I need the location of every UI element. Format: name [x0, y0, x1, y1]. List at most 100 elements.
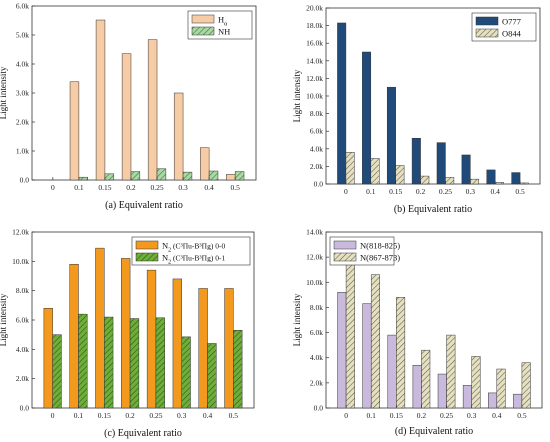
bar-n-818-825--0.25: [437, 373, 447, 409]
x-tick-label: 0.4: [492, 411, 502, 420]
bar-o777-0.2: [411, 137, 421, 185]
y-tick-label: 6.0k: [16, 316, 29, 325]
y-tick-label: 10.0k: [306, 278, 323, 287]
x-tick-label: 0.4: [203, 411, 213, 420]
bar-n-867-873--0.4: [496, 368, 506, 409]
bar-n-818-825--0.15: [387, 334, 397, 409]
x-tick-label: 0.1: [367, 411, 377, 420]
bar-n-867-873--0.2: [421, 349, 431, 409]
bar-h--0.25: [147, 39, 158, 181]
x-tick-label: 0.25: [439, 187, 452, 196]
chart-panel-d: 0.0 2.0k 4.0k 6.0k 8.0k 10.0k 12.0k 14.0k Light …: [292, 228, 543, 437]
x-tick-label: 0: [51, 183, 55, 192]
legend-label: N(818-825): [360, 241, 400, 251]
y-tick-label: 14.0k: [306, 228, 323, 237]
bar-o844-0.2: [420, 175, 430, 185]
x-tick-label: 0: [51, 411, 55, 420]
bar-o777-0.15: [386, 86, 396, 185]
bar-o777-0.3: [461, 154, 471, 185]
bar-nh-0.2: [130, 171, 141, 181]
x-tick-label: 0.3: [178, 183, 188, 192]
bar-o777-0.4: [486, 169, 496, 185]
legend-swatch: [475, 28, 499, 38]
bar-h--0.15: [95, 19, 106, 181]
bar-n-867-873--0.25: [446, 334, 456, 409]
x-tick-label: 0.25: [150, 183, 163, 192]
bar-n-818-825--0.2: [412, 365, 422, 409]
bar-n2-c-u-b-g-0-0-0.25: [146, 269, 157, 409]
legend-swatch: [191, 14, 215, 24]
x-tick-label: 0.3: [177, 411, 187, 420]
legend-label: O844: [502, 29, 522, 39]
legend: N2 (C³Πu-B³Πg) 0-0N2 (C³Πu-B³Πg) 0-1: [131, 236, 251, 266]
x-tick-label: 0.3: [467, 411, 477, 420]
bar-n-818-825--0: [337, 292, 347, 409]
y-tick-label: 8.0k: [16, 286, 29, 295]
y-tick-label: 4.0k: [310, 144, 323, 153]
bar-n-867-873--0.15: [396, 297, 406, 409]
x-tick-label: 0.15: [98, 411, 111, 420]
panel-caption: (b) Equivalent ratio: [394, 204, 472, 215]
y-tick-label: 0.0: [314, 180, 324, 189]
y-tick-label: 10.0k: [12, 257, 29, 266]
bar-h--0.2: [121, 53, 132, 181]
bar-o844-0.5: [519, 182, 529, 185]
legend-swatch: [135, 240, 159, 250]
x-tick-label: 0.3: [466, 187, 476, 196]
panel-caption: (a) Equivalent ratio: [105, 200, 183, 211]
x-tick-label: 0.2: [416, 187, 426, 196]
bar-o844-0.4: [494, 182, 504, 185]
bar-n2-c-u-b-g-0-0-0.2: [121, 258, 131, 409]
legend: O777 O844: [471, 12, 537, 42]
x-tick-label: 0.1: [366, 187, 376, 196]
y-tick-label: 0.0: [314, 404, 324, 413]
bar-o777-0.5: [511, 172, 521, 185]
y-tick-label: 0.0: [20, 176, 30, 185]
bar-o777-0.1: [362, 51, 372, 185]
bar-h--0.4: [200, 147, 210, 181]
y-tick-label: 2.0k: [16, 118, 29, 127]
y-tick-label: 20.0k: [306, 4, 323, 13]
legend-label: O777: [502, 17, 521, 27]
y-tick-label: 0.0: [20, 404, 30, 413]
x-tick-label: 0.5: [517, 411, 527, 420]
bar-o777-0: [337, 22, 347, 185]
x-tick-label: 0: [344, 411, 348, 420]
x-tick-label: 0.1: [74, 183, 84, 192]
plot-frame: [325, 231, 543, 409]
y-tick-label: 4.0k: [16, 345, 29, 354]
x-tick-label: 0.1: [74, 411, 84, 420]
y-tick-label: 18.0k: [306, 21, 323, 30]
x-tick-label: 0.15: [390, 411, 403, 420]
bar-n2-c-u-b-g-0-1-0.2: [129, 318, 140, 409]
bar-n-818-825--0.5: [513, 393, 523, 409]
x-tick-label: 0.25: [149, 411, 162, 420]
legend: N(818-825) N(867-873): [329, 236, 400, 266]
y-tick-label: 6.0k: [16, 2, 29, 11]
legend-swatch: [333, 240, 357, 250]
bar-n2-c-u-b-g-0-1-0.15: [104, 316, 114, 409]
y-tick-label: 12.0k: [306, 253, 323, 262]
x-tick-label: 0.4: [204, 183, 214, 192]
y-tick-label: 16.0k: [306, 39, 323, 48]
bar-n-818-825--0.3: [462, 385, 472, 409]
bar-n2-c-u-b-g-0-0-0.3: [172, 278, 182, 409]
y-tick-label: 3.0k: [16, 89, 29, 98]
bar-n2-c-u-b-g-0-1-0: [52, 334, 62, 409]
bar-n-867-873--0: [345, 249, 355, 409]
bar-n2-c-u-b-g-0-0-0.4: [198, 288, 208, 409]
y-tick-label: 8.0k: [310, 303, 323, 312]
legend-label: N(867-873): [360, 253, 400, 263]
bar-n2-c-u-b-g-0-0-0.15: [95, 247, 105, 409]
x-tick-label: 0.25: [440, 411, 453, 420]
bar-n2-c-u-b-g-0-1-0.1: [78, 313, 88, 409]
y-tick-label: 5.0k: [16, 31, 29, 40]
x-tick-label: 0.4: [491, 187, 501, 196]
legend-swatch: [475, 16, 499, 26]
y-axis-title: Light intensity: [292, 293, 302, 346]
bar-n-867-873--0.3: [471, 356, 481, 409]
bar-n-867-873--0.5: [521, 362, 531, 409]
y-tick-label: 10.0k: [306, 92, 323, 101]
x-tick-label: 0.15: [389, 187, 402, 196]
